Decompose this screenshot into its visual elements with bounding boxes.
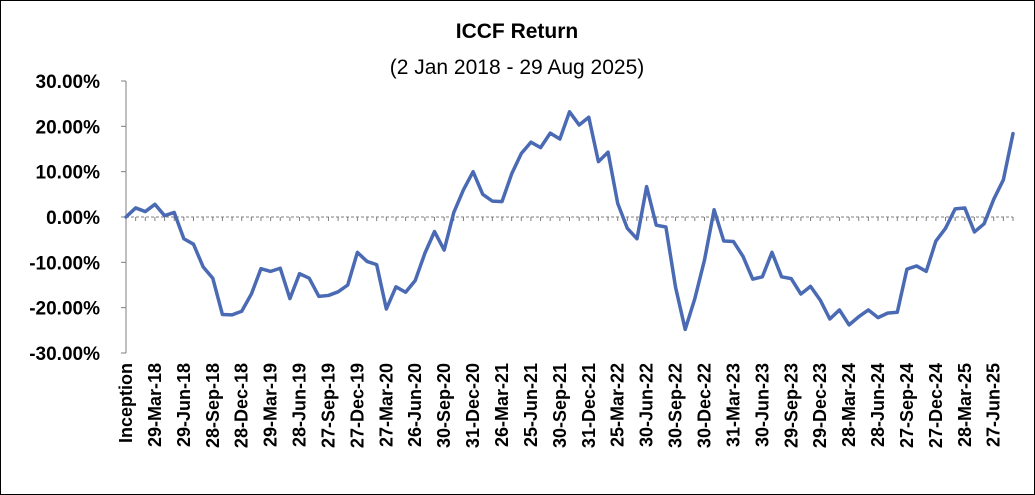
x-tick-label: 26-Mar-21 — [492, 363, 512, 447]
x-tick-label: 31-Dec-21 — [579, 363, 599, 448]
x-tick-label: 29-Sep-23 — [781, 363, 801, 448]
y-tick-label: -20.00% — [29, 299, 100, 320]
x-tick-label: 30-Sep-22 — [666, 363, 686, 448]
x-tick-label: 30-Sep-20 — [434, 363, 454, 448]
y-axis: 30.00% 20.00% 10.00% 0.00% -10.00% -20.00% -30… — [29, 72, 127, 365]
x-tick-label: 30-Sep-21 — [550, 363, 570, 448]
x-tick-label: 31-Mar-23 — [723, 363, 743, 447]
x-tick-label: 27-Dec-24 — [926, 363, 946, 448]
x-tick-label: 29-Mar-19 — [261, 363, 281, 447]
y-tick-label: 10.00% — [36, 163, 101, 184]
x-tick-label: 28-Mar-24 — [839, 363, 859, 447]
x-tick-label: 30-Jun-23 — [752, 363, 772, 447]
y-tick-label: 0.00% — [46, 208, 100, 229]
x-tick-label: 28-Dec-18 — [232, 363, 252, 448]
x-tick-label: 28-Jun-24 — [868, 363, 888, 447]
x-axis: Inception 29-Mar-18 29-Jun-18 28-Sep-18 28-D… — [116, 217, 1014, 448]
y-tick-label: 20.00% — [36, 117, 101, 138]
x-tick-label: 25-Mar-22 — [608, 363, 628, 447]
x-tick-label: 28-Mar-25 — [955, 363, 975, 447]
x-tick-label: 30-Jun-22 — [637, 363, 657, 447]
y-tick-label: -10.00% — [29, 253, 100, 274]
x-tick-label: 25-Jun-21 — [521, 363, 541, 447]
x-tick-label: 31-Dec-20 — [463, 363, 483, 448]
x-tick-label: 29-Jun-18 — [174, 363, 194, 447]
x-tick-label: 29-Mar-18 — [145, 363, 165, 447]
y-tick-label: 30.00% — [36, 72, 101, 93]
x-tick-label: 29-Dec-23 — [810, 363, 830, 448]
x-tick-label: 28-Jun-19 — [290, 363, 310, 447]
x-tick-label: 27-Jun-25 — [984, 363, 1004, 447]
x-tick-label: Inception — [116, 363, 136, 443]
x-tick-label: 27-Sep-24 — [897, 363, 917, 448]
x-tick-label: 27-Sep-19 — [318, 363, 338, 448]
series-line — [124, 110, 1015, 332]
chart-title: ICCF Return — [456, 20, 579, 43]
series-group — [124, 110, 1015, 332]
x-tick-label: 26-Jun-20 — [405, 363, 425, 447]
x-tick-label: 28-Sep-18 — [203, 363, 223, 448]
x-tick-label: 27-Mar-20 — [376, 363, 396, 447]
x-tick-label: 30-Dec-22 — [694, 363, 714, 448]
y-tick-label: -30.00% — [29, 344, 100, 365]
x-tick-label: 27-Dec-19 — [347, 363, 367, 448]
chart-subtitle: (2 Jan 2018 - 29 Aug 2025) — [390, 56, 645, 79]
